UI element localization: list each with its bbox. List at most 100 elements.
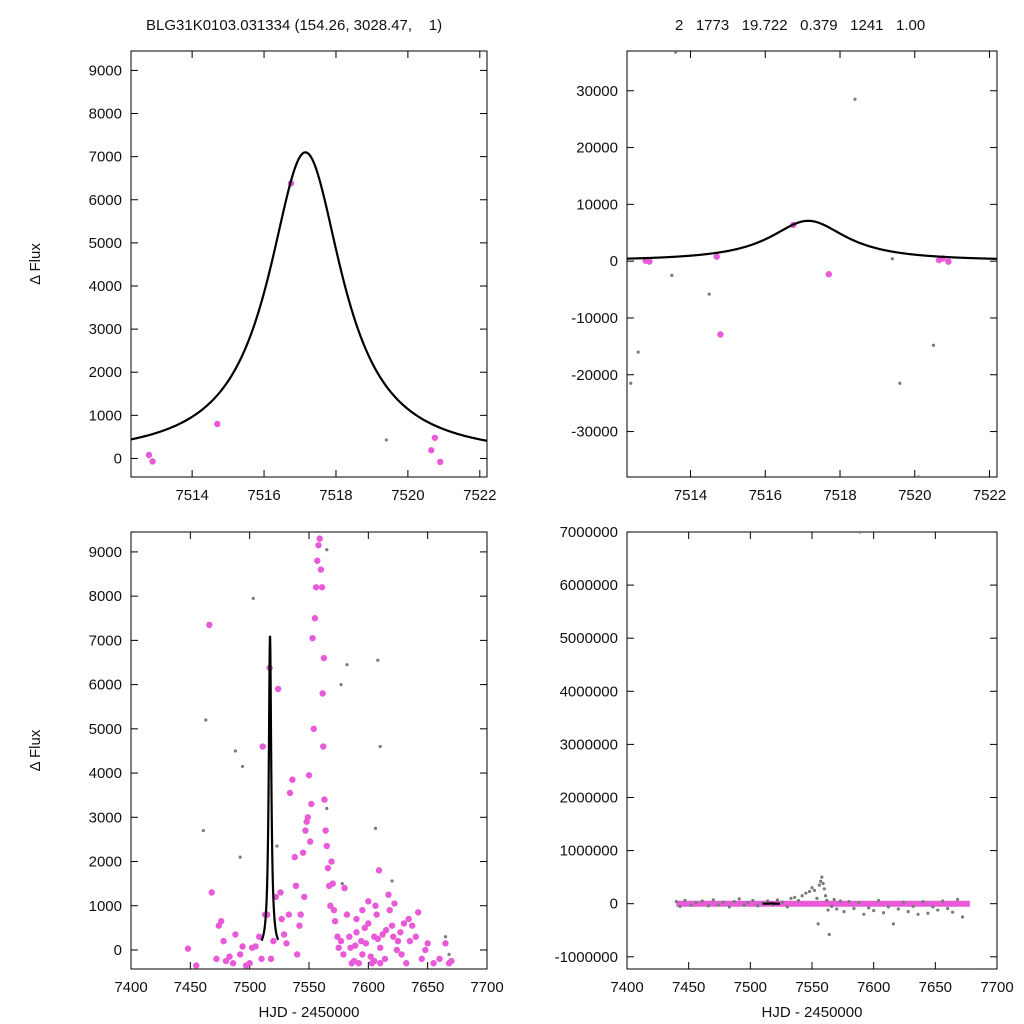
rejected-point bbox=[732, 899, 736, 904]
rejected-point bbox=[955, 897, 960, 902]
data-point bbox=[310, 725, 317, 733]
rejected-point bbox=[683, 898, 687, 903]
data-point bbox=[236, 951, 244, 958]
y-tick-label: 8000 bbox=[89, 106, 122, 123]
data-point bbox=[367, 953, 374, 960]
rejected-point bbox=[921, 899, 925, 904]
data-point bbox=[316, 535, 323, 542]
y-tick-label: 8000 bbox=[89, 588, 122, 605]
data-point bbox=[239, 943, 246, 950]
y-tick-label: 4000000 bbox=[560, 683, 618, 700]
data-point bbox=[292, 882, 300, 890]
data-point bbox=[405, 915, 412, 923]
data-point bbox=[277, 889, 284, 896]
y-tick-label: 1000 bbox=[89, 407, 122, 424]
data-point bbox=[436, 955, 443, 963]
data-point bbox=[388, 922, 396, 929]
rejected-point bbox=[443, 935, 448, 939]
rejected-point bbox=[390, 879, 394, 883]
data-point bbox=[321, 796, 328, 803]
rejected-point bbox=[862, 912, 866, 916]
data-point bbox=[302, 827, 309, 834]
x-axis-label: HJD - 2450000 bbox=[259, 1004, 360, 1021]
data-point bbox=[208, 889, 215, 896]
plot-area bbox=[627, 51, 997, 477]
data-point bbox=[359, 906, 366, 914]
x-tick-label: 7500 bbox=[233, 979, 266, 996]
x-tick-label: 7520 bbox=[391, 487, 424, 504]
data-point bbox=[318, 584, 326, 591]
data-point bbox=[320, 743, 327, 750]
data-point bbox=[394, 937, 402, 945]
data-point bbox=[293, 951, 301, 958]
data-point bbox=[258, 955, 265, 963]
x-tick-label: 7600 bbox=[857, 979, 890, 996]
y-tick-label: 9000 bbox=[89, 544, 122, 561]
y-tick-label: 4000 bbox=[89, 278, 122, 295]
data-point bbox=[289, 776, 296, 783]
data-point bbox=[381, 955, 389, 963]
data-point bbox=[374, 935, 382, 943]
plot-frame bbox=[130, 531, 488, 970]
x-tick-label: 7450 bbox=[672, 979, 705, 996]
plot-frame bbox=[130, 50, 488, 478]
data-point bbox=[422, 946, 429, 954]
y-tick-label: 5000 bbox=[89, 235, 122, 252]
data-point bbox=[403, 960, 410, 967]
rejected-point bbox=[901, 900, 905, 904]
y-tick-label: 1000 bbox=[89, 898, 122, 915]
y-tick-label: 7000 bbox=[89, 632, 122, 649]
data-point bbox=[299, 849, 307, 856]
data-point bbox=[252, 943, 259, 950]
data-point bbox=[358, 937, 365, 945]
data-point bbox=[335, 944, 342, 951]
y-tick-label: 5000000 bbox=[560, 630, 618, 647]
rejected-point bbox=[707, 292, 711, 296]
plot-frame bbox=[626, 50, 998, 478]
y-axis-label: Δ Flux bbox=[27, 729, 44, 771]
x-tick-label: 7650 bbox=[919, 979, 952, 996]
data-point bbox=[437, 458, 444, 466]
data-point bbox=[391, 900, 398, 907]
y-tick-label: 20000 bbox=[576, 140, 618, 157]
rejected-point bbox=[881, 911, 886, 915]
y-tick-label: -30000 bbox=[571, 424, 618, 441]
x-tick-label: 7650 bbox=[411, 979, 444, 996]
data-point bbox=[352, 942, 359, 949]
rejected-point bbox=[636, 350, 640, 354]
rejected-point bbox=[727, 905, 731, 909]
data-point bbox=[353, 915, 360, 923]
rejected-point bbox=[711, 898, 715, 902]
rejected-point bbox=[886, 905, 891, 909]
data-point bbox=[278, 915, 285, 923]
rejected-point bbox=[721, 900, 725, 904]
y-tick-label: 9000 bbox=[89, 62, 122, 79]
data-point bbox=[229, 960, 237, 967]
rejected-point bbox=[832, 897, 836, 902]
x-tick-label: 7518 bbox=[319, 487, 352, 504]
data-point bbox=[319, 690, 326, 697]
data-point bbox=[220, 937, 227, 945]
data-point bbox=[341, 884, 348, 892]
rejected-point bbox=[911, 904, 915, 908]
rejected-point bbox=[694, 901, 698, 905]
rejected-point bbox=[951, 910, 955, 914]
rejected-point bbox=[826, 908, 830, 912]
data-point bbox=[255, 933, 263, 940]
data-point bbox=[430, 960, 437, 967]
rejected-point bbox=[345, 663, 349, 667]
y-tick-label: 0 bbox=[114, 450, 122, 467]
rejected-point bbox=[835, 907, 839, 911]
rejected-point bbox=[789, 896, 793, 900]
model-curve bbox=[627, 219, 997, 260]
rejected-point bbox=[233, 749, 238, 753]
data-point bbox=[324, 864, 332, 872]
x-tick-label: 7518 bbox=[823, 487, 856, 504]
rejected-point bbox=[339, 682, 343, 687]
data-point bbox=[301, 893, 308, 901]
data-point bbox=[323, 842, 330, 850]
rejected-point bbox=[810, 886, 814, 890]
data-point bbox=[646, 258, 653, 265]
y-tick-label: 1000000 bbox=[560, 843, 618, 860]
rejected-point bbox=[896, 907, 900, 911]
